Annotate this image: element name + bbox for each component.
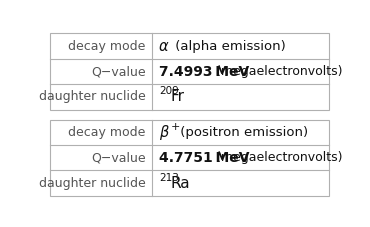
Text: β: β	[159, 125, 168, 140]
Text: 4.7751 MeV: 4.7751 MeV	[159, 151, 249, 165]
Text: Fr: Fr	[171, 89, 185, 104]
Text: decay mode: decay mode	[68, 126, 146, 139]
Text: 213: 213	[159, 173, 179, 183]
Bar	[50, 33, 329, 110]
Text: Q−value: Q−value	[91, 65, 146, 78]
Text: (megaelectronvolts): (megaelectronvolts)	[212, 151, 342, 164]
Text: Ra: Ra	[171, 176, 191, 191]
Text: daughter nuclide: daughter nuclide	[39, 177, 146, 190]
Text: 7.4993 MeV: 7.4993 MeV	[159, 64, 249, 79]
Text: (positron emission): (positron emission)	[176, 126, 308, 139]
Bar	[50, 120, 329, 196]
Text: α: α	[159, 39, 169, 54]
Text: 209: 209	[159, 86, 179, 96]
Text: (megaelectronvolts): (megaelectronvolts)	[212, 65, 342, 78]
Text: daughter nuclide: daughter nuclide	[39, 90, 146, 104]
Text: Q−value: Q−value	[91, 151, 146, 164]
Text: +: +	[171, 122, 180, 132]
Text: decay mode: decay mode	[68, 39, 146, 53]
Text: (alpha emission): (alpha emission)	[171, 39, 286, 53]
